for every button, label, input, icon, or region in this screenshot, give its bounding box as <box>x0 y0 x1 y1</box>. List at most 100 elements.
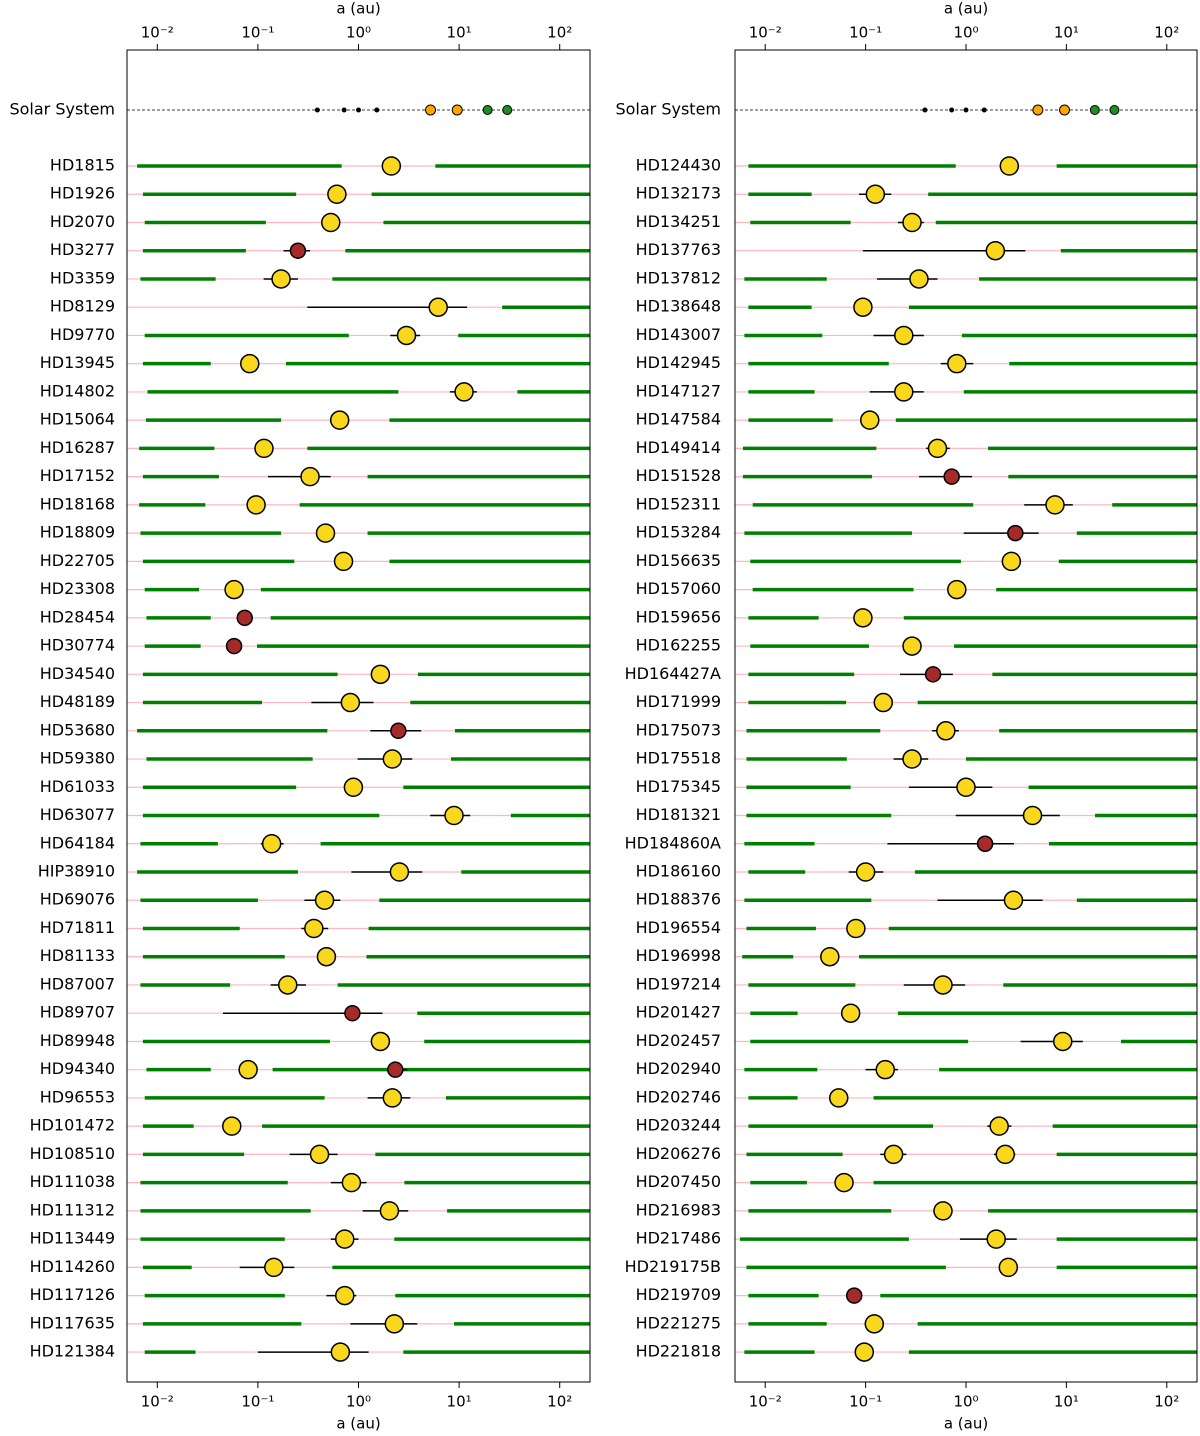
x-tick-label: 10⁻¹ <box>241 1393 274 1411</box>
planet <box>1003 890 1024 910</box>
x-axis-label: a (au) <box>944 0 988 18</box>
planet <box>246 495 266 515</box>
system-name: HD162255 <box>636 636 721 655</box>
planet <box>873 692 894 713</box>
planet <box>327 184 347 204</box>
planet <box>986 1229 1006 1249</box>
planet <box>271 269 291 289</box>
system-name: HD203244 <box>636 1116 721 1135</box>
planet <box>933 1201 953 1221</box>
system-name: HD196554 <box>636 918 721 937</box>
solar-planet <box>1032 104 1044 116</box>
system-name: HD124430 <box>636 156 721 175</box>
system-name: HD3277 <box>50 240 115 259</box>
system-name: HIP38910 <box>38 862 115 881</box>
system-name: HD132173 <box>636 184 721 203</box>
x-tick-label: 10¹ <box>1054 1393 1079 1411</box>
system-name: HD13945 <box>40 353 115 372</box>
system-name: HD175345 <box>636 777 721 796</box>
planet <box>333 551 354 572</box>
system-name: HD217486 <box>636 1229 721 1248</box>
planet <box>846 918 866 939</box>
planet <box>341 1172 362 1193</box>
system-name: HD184860A <box>625 833 721 852</box>
system-name: HD53680 <box>40 720 115 739</box>
system-name: HD159656 <box>636 607 721 626</box>
system-name: Solar System <box>9 100 115 119</box>
x-tick-label: 10⁰ <box>953 24 978 42</box>
x-axis-label: a (au) <box>336 1415 380 1433</box>
planet <box>999 156 1020 176</box>
planet <box>370 1031 391 1052</box>
planet <box>387 1061 404 1078</box>
x-tick-label: 10⁻² <box>749 1393 782 1411</box>
system-name: HD23308 <box>40 579 115 598</box>
planet <box>330 1342 351 1362</box>
planet <box>381 156 402 176</box>
planet <box>334 1229 355 1249</box>
planet <box>998 1257 1019 1278</box>
planet <box>316 946 337 967</box>
system-name: HD147127 <box>636 381 721 400</box>
system-name: HD64184 <box>40 833 115 852</box>
system-name: HD48189 <box>40 692 115 711</box>
x-tick-label: 10⁻¹ <box>849 1393 882 1411</box>
system-name: HD216983 <box>636 1200 721 1219</box>
x-tick-label: 10⁻² <box>141 24 174 42</box>
planet <box>853 297 873 317</box>
planet <box>238 1059 258 1080</box>
system-name: HD186160 <box>636 862 721 881</box>
solar-planet <box>922 107 928 113</box>
planet <box>864 1314 885 1334</box>
system-name: HD157060 <box>636 579 721 598</box>
planet <box>390 722 407 740</box>
solar-planet <box>963 107 969 113</box>
x-tick-label: 10¹ <box>447 24 472 42</box>
planet <box>240 353 260 374</box>
system-name: HD30774 <box>40 636 115 655</box>
system-name: HD171999 <box>636 692 721 711</box>
x-tick-label: 10² <box>547 1393 572 1411</box>
planet <box>225 637 243 655</box>
planet <box>989 1116 1009 1136</box>
system-name: HD34540 <box>40 664 115 683</box>
planet <box>382 749 403 769</box>
solar-planet <box>341 107 347 113</box>
planet <box>845 1287 863 1304</box>
system-name: HD18809 <box>40 523 115 542</box>
system-name: HD17152 <box>40 466 115 485</box>
x-tick-label: 10² <box>547 24 572 42</box>
planet <box>236 609 253 627</box>
x-axis-label: a (au) <box>336 0 380 18</box>
system-name: HD22705 <box>40 551 115 570</box>
system-name: HD117635 <box>30 1313 115 1332</box>
system-name: HD137763 <box>636 240 721 259</box>
system-name: HD96553 <box>40 1087 115 1106</box>
planet <box>840 1003 861 1023</box>
system-name: HD197214 <box>636 974 721 993</box>
system-name: HD152311 <box>636 494 721 513</box>
planet <box>329 410 350 430</box>
system-name: HD221275 <box>636 1313 721 1332</box>
planet <box>1001 551 1022 572</box>
planet <box>370 664 391 685</box>
planet <box>927 438 948 459</box>
system-name: HD156635 <box>636 551 721 570</box>
system-name: HD117126 <box>30 1285 115 1304</box>
planet <box>909 269 929 289</box>
system-name: HD87007 <box>40 974 115 993</box>
system-name: HD201427 <box>636 1003 721 1022</box>
planet <box>396 325 417 346</box>
system-name: HD143007 <box>636 325 721 344</box>
system-name: HD114260 <box>30 1257 115 1276</box>
planet <box>1053 1031 1073 1052</box>
system-name: HD28454 <box>40 607 115 626</box>
system-name: HD9770 <box>50 325 115 344</box>
x-tick-label: 10⁻¹ <box>241 24 274 42</box>
system-name: HD69076 <box>40 890 115 909</box>
planet <box>444 805 464 826</box>
system-name: HD137812 <box>636 268 721 287</box>
planet <box>860 410 880 430</box>
solar-planet <box>1089 105 1100 115</box>
